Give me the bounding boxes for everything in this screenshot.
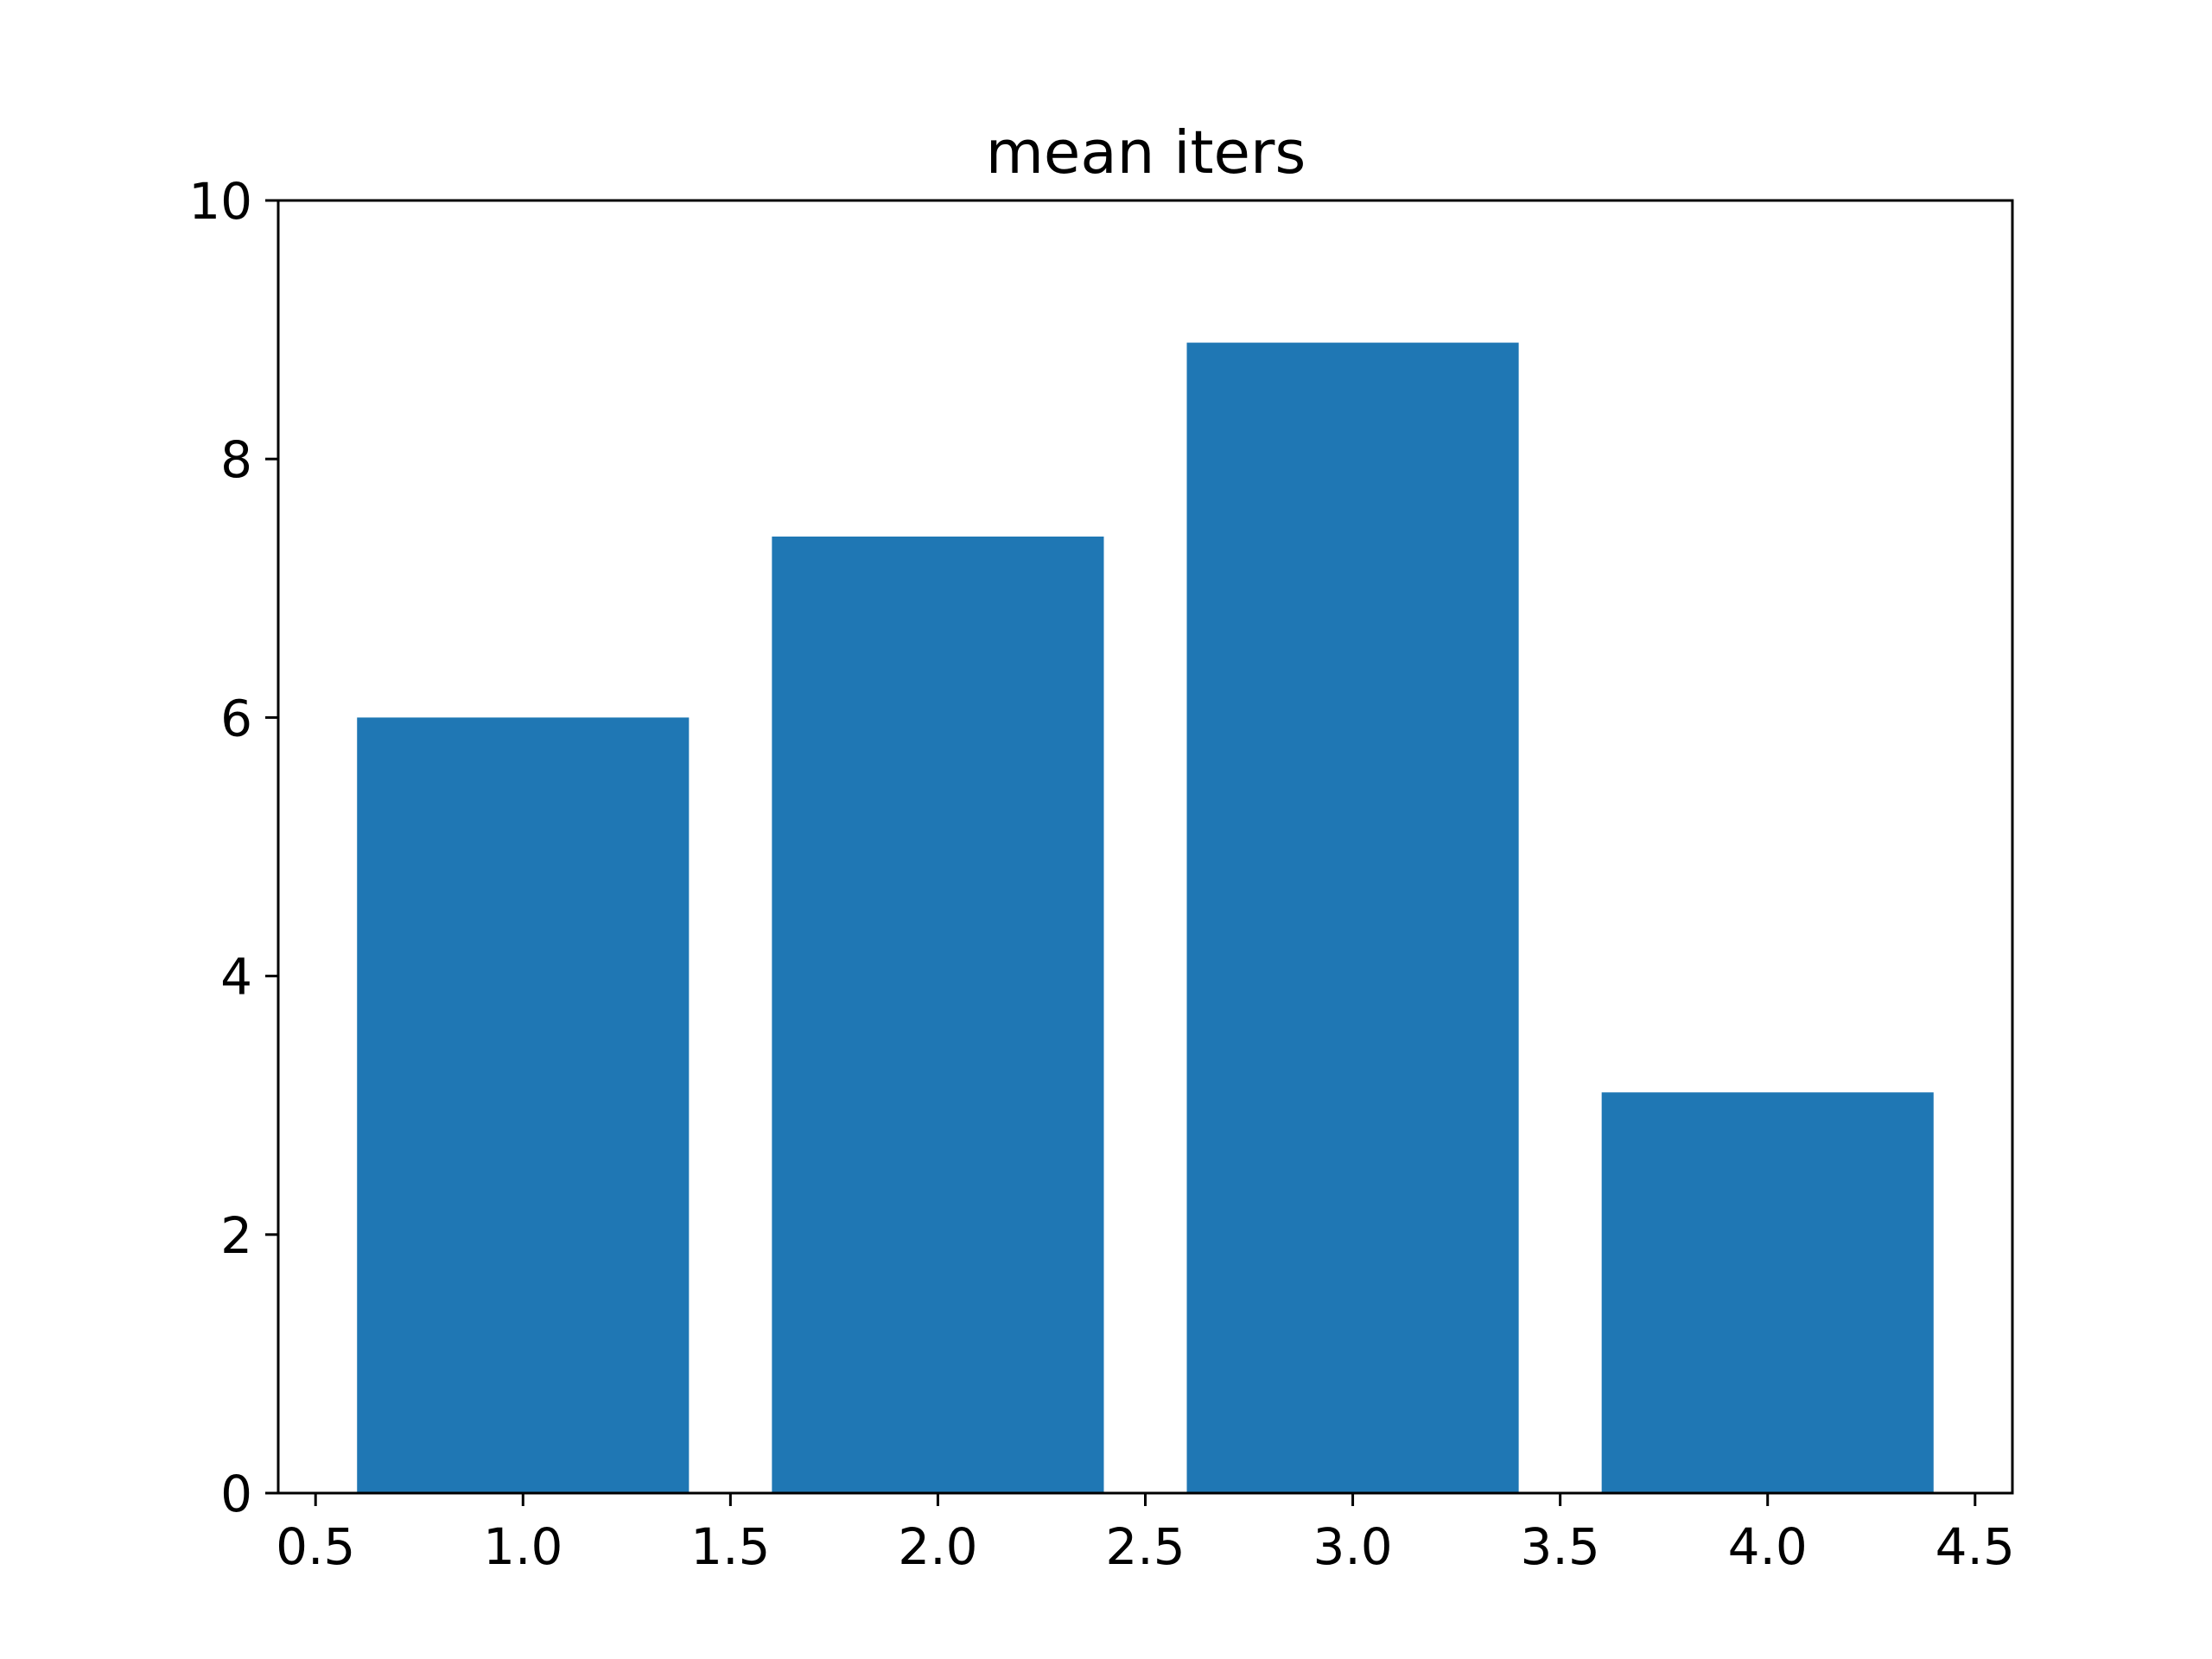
- bars-group: [357, 342, 1934, 1494]
- x-axis-ticks: 0.5 1.0 1.5 2.0 2.5 3.0 3.5 4.0 4.5: [276, 1493, 2015, 1576]
- x-tick-label: 1.0: [483, 1517, 563, 1576]
- bar-3: [1186, 342, 1519, 1493]
- x-tick-label: 4.5: [1936, 1517, 2015, 1576]
- x-tick-label: 4.0: [1728, 1517, 1808, 1576]
- x-tick-label: 2.0: [898, 1517, 977, 1576]
- y-tick-label: 4: [220, 948, 252, 1007]
- x-tick-label: 3.5: [1521, 1517, 1600, 1576]
- y-tick-label: 0: [220, 1465, 252, 1523]
- plot-frame: [276, 199, 2014, 1495]
- y-axis-ticks: 0 2 4 6 8 10: [188, 172, 278, 1523]
- y-tick-label: 8: [220, 430, 252, 489]
- x-tick-label: 2.5: [1105, 1517, 1185, 1576]
- x-tick-label: 1.5: [690, 1517, 770, 1576]
- x-tick-label: 3.0: [1313, 1517, 1392, 1576]
- bar-2: [772, 536, 1104, 1494]
- bar-4: [1601, 1092, 1934, 1493]
- y-tick-label: 6: [220, 689, 252, 747]
- y-tick-label: 10: [188, 172, 252, 231]
- x-tick-label: 0.5: [276, 1517, 355, 1576]
- y-tick-label: 2: [220, 1206, 252, 1265]
- chart-title: mean iters: [986, 118, 1306, 188]
- bar-1: [357, 717, 690, 1493]
